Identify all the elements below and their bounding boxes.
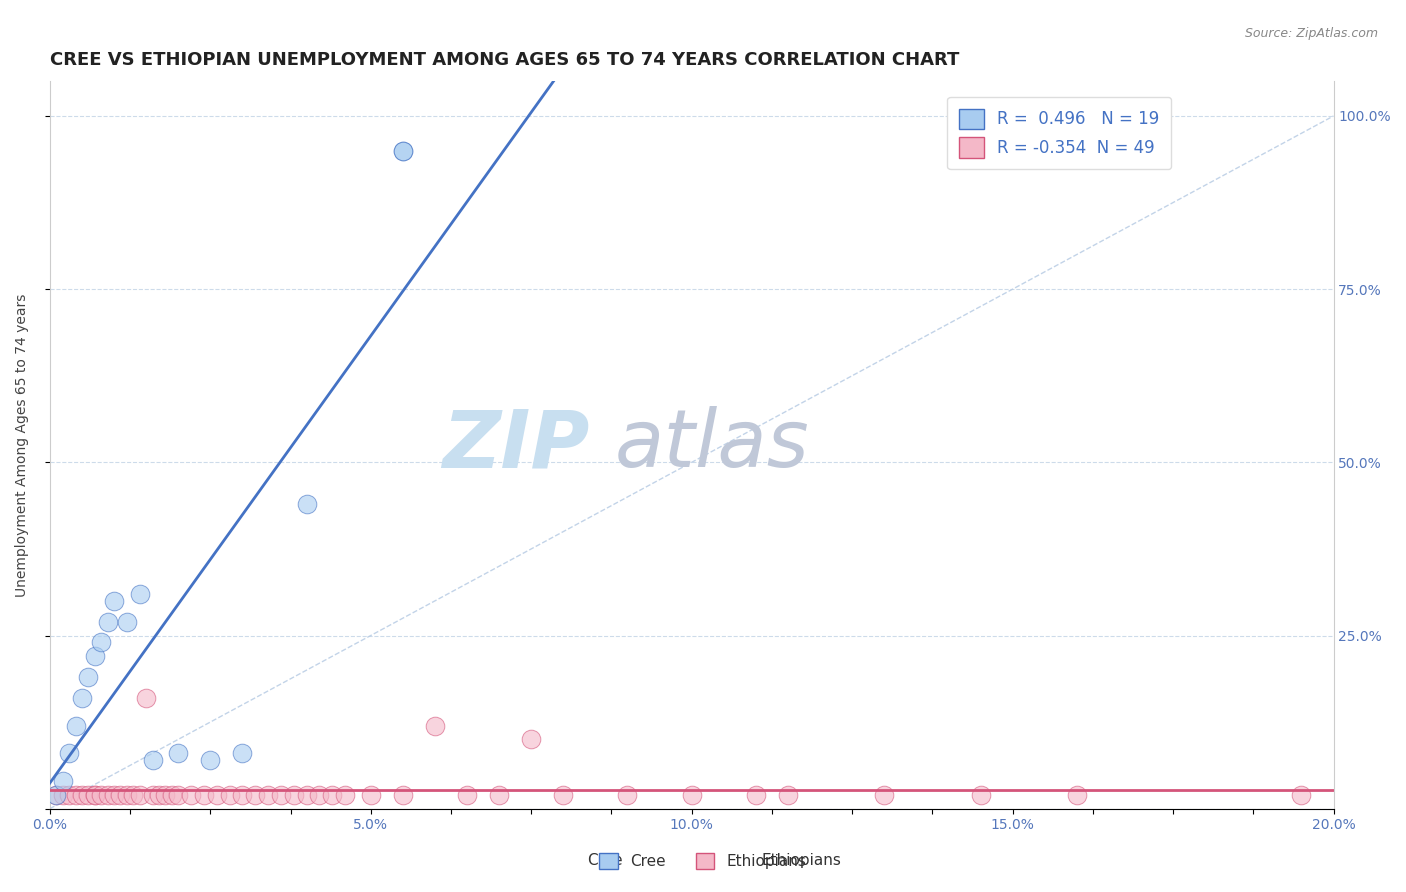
Point: [70, 690, 93, 705]
Point: [135, 690, 157, 705]
Point: [45, 788, 67, 802]
Point: [167, 746, 190, 760]
Point: [128, 587, 150, 601]
Point: [392, 144, 415, 158]
Point: [115, 788, 138, 802]
Legend: Cree, Ethiopians: Cree, Ethiopians: [593, 847, 813, 875]
Point: [520, 732, 543, 747]
Point: [456, 788, 478, 802]
Point: [83, 788, 105, 802]
Point: [245, 788, 267, 802]
Point: [83, 649, 105, 664]
Point: [83, 788, 105, 802]
Y-axis label: Unemployment Among Ages 65 to 74 years: Unemployment Among Ages 65 to 74 years: [15, 293, 30, 597]
Point: [180, 788, 202, 802]
Point: [205, 788, 228, 802]
Point: [103, 594, 125, 608]
Point: [77, 788, 100, 802]
Point: [321, 788, 343, 802]
Point: [58, 788, 80, 802]
Point: [360, 788, 382, 802]
Text: ZIP: ZIP: [441, 406, 589, 484]
Point: [200, 753, 222, 767]
Point: [141, 753, 163, 767]
Point: [392, 144, 415, 158]
Point: [308, 788, 330, 802]
Point: [155, 788, 177, 802]
Point: [97, 615, 120, 629]
Text: Cree: Cree: [586, 854, 623, 868]
Point: [488, 788, 510, 802]
Point: [45, 788, 67, 802]
Point: [148, 788, 170, 802]
Point: [295, 788, 318, 802]
Point: [160, 788, 183, 802]
Text: atlas: atlas: [614, 406, 810, 484]
Point: [90, 788, 112, 802]
Point: [115, 615, 138, 629]
Point: [58, 746, 80, 760]
Point: [969, 788, 991, 802]
Point: [392, 788, 415, 802]
Point: [270, 788, 292, 802]
Point: [283, 788, 305, 802]
Point: [295, 497, 318, 511]
Point: [776, 788, 799, 802]
Point: [1066, 788, 1088, 802]
Point: [122, 788, 145, 802]
Point: [745, 788, 768, 802]
Point: [231, 746, 253, 760]
Legend: R =  0.496   N = 19, R = -0.354  N = 49: R = 0.496 N = 19, R = -0.354 N = 49: [948, 97, 1171, 169]
Point: [141, 788, 163, 802]
Text: Ethiopians: Ethiopians: [762, 854, 841, 868]
Point: [218, 788, 240, 802]
Point: [128, 788, 150, 802]
Point: [333, 788, 356, 802]
Point: [103, 788, 125, 802]
Point: [167, 788, 190, 802]
Point: [231, 788, 253, 802]
Point: [553, 788, 575, 802]
Point: [77, 670, 100, 684]
Point: [110, 788, 132, 802]
Point: [873, 788, 896, 802]
Point: [97, 788, 120, 802]
Point: [193, 788, 215, 802]
Point: [65, 788, 87, 802]
Point: [681, 788, 703, 802]
Point: [90, 635, 112, 649]
Point: [65, 718, 87, 732]
Point: [616, 788, 638, 802]
Text: Source: ZipAtlas.com: Source: ZipAtlas.com: [1244, 27, 1378, 40]
Point: [70, 788, 93, 802]
Point: [1291, 788, 1313, 802]
Point: [423, 718, 446, 732]
Point: [52, 788, 75, 802]
Point: [257, 788, 280, 802]
Point: [52, 774, 75, 789]
Text: CREE VS ETHIOPIAN UNEMPLOYMENT AMONG AGES 65 TO 74 YEARS CORRELATION CHART: CREE VS ETHIOPIAN UNEMPLOYMENT AMONG AGE…: [49, 51, 959, 69]
